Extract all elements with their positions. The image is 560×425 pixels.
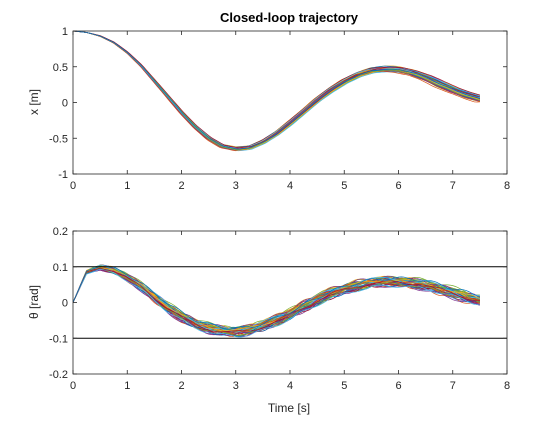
x-tick-label: 8 bbox=[504, 180, 510, 192]
y-tick-label: -0.1 bbox=[49, 333, 68, 345]
x-tick-label: 2 bbox=[178, 180, 184, 192]
x-tick-label: 5 bbox=[341, 180, 347, 192]
bottom-y-axis-label: θ [rad] bbox=[27, 285, 41, 319]
x-tick-label: 7 bbox=[450, 180, 456, 192]
y-tick-label: -0.2 bbox=[49, 369, 68, 381]
x-tick-label: 0 bbox=[70, 180, 76, 192]
x-axis-label: Time [s] bbox=[268, 401, 310, 415]
x-tick-label: 7 bbox=[450, 380, 456, 392]
y-tick-label: -0.5 bbox=[49, 133, 68, 145]
top-plot-panel: 0 1 2 3 4 5 6 7 8 -1 -0.5 0 0.5 1 bbox=[49, 26, 510, 192]
series-line bbox=[73, 31, 480, 150]
x-tick-label: 0 bbox=[70, 380, 76, 392]
series-line bbox=[73, 267, 481, 336]
y-tick-label: -1 bbox=[58, 169, 68, 181]
plot-area bbox=[73, 231, 507, 374]
plot-area bbox=[73, 31, 507, 174]
series-line bbox=[73, 269, 480, 337]
x-tick-label: 2 bbox=[178, 380, 184, 392]
series-group bbox=[73, 264, 481, 338]
x-tick-label: 1 bbox=[124, 180, 130, 192]
series-line bbox=[73, 31, 480, 151]
series-group bbox=[73, 31, 481, 152]
x-tick-label: 3 bbox=[233, 180, 239, 192]
y-tick-label: 1 bbox=[62, 26, 68, 38]
series-line bbox=[73, 267, 480, 333]
series-line bbox=[73, 266, 481, 330]
bottom-plot-panel: 0 1 2 3 4 5 6 7 8 -0.2 -0.1 0 0.1 0.2 bbox=[49, 226, 510, 392]
chart-title: Closed-loop trajectory bbox=[220, 10, 359, 25]
y-tick-label: 0.1 bbox=[53, 262, 68, 274]
x-tick-label: 4 bbox=[287, 380, 293, 392]
x-tick-label: 4 bbox=[287, 180, 293, 192]
series-line bbox=[73, 264, 481, 330]
series-line bbox=[73, 268, 480, 337]
x-tick-label: 6 bbox=[395, 180, 401, 192]
x-tick-label: 8 bbox=[504, 380, 510, 392]
top-y-axis-label: x [m] bbox=[27, 89, 41, 115]
x-tick-label: 1 bbox=[124, 380, 130, 392]
x-tick-label: 6 bbox=[395, 380, 401, 392]
x-tick-label: 3 bbox=[233, 380, 239, 392]
y-tick-label: 0.2 bbox=[53, 226, 68, 238]
y-tick-label: 0 bbox=[62, 298, 68, 310]
y-tick-label: 0.5 bbox=[53, 62, 68, 74]
y-tick-label: 0 bbox=[62, 98, 68, 110]
x-tick-label: 5 bbox=[341, 380, 347, 392]
series-line bbox=[73, 268, 480, 338]
